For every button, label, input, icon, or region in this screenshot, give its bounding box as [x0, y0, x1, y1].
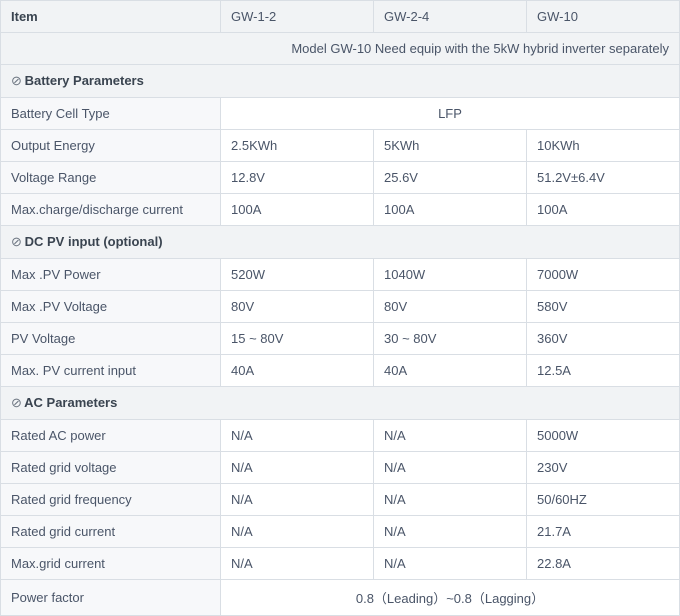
param-value: 10KWh — [527, 130, 680, 162]
table-row: Rated grid frequencyN/AN/A50/60HZ — [1, 484, 680, 516]
section-header: ⊘ Battery Parameters — [1, 65, 680, 98]
param-label: Rated grid voltage — [1, 452, 221, 484]
param-value: 100A — [221, 194, 374, 226]
param-value: 1040W — [374, 259, 527, 291]
note-row: Model GW-10 Need equip with the 5kW hybr… — [1, 33, 680, 65]
table-row: Voltage Range12.8V25.6V51.2V±6.4V — [1, 162, 680, 194]
header-item: Item — [1, 1, 221, 33]
table-row: Rated grid voltageN/AN/A230V — [1, 452, 680, 484]
param-value: 25.6V — [374, 162, 527, 194]
param-value: 7000W — [527, 259, 680, 291]
param-value: 5000W — [527, 420, 680, 452]
param-value: 30 ~ 80V — [374, 323, 527, 355]
param-value: 580V — [527, 291, 680, 323]
param-value: N/A — [221, 516, 374, 548]
section-title: ⊘ Battery Parameters — [1, 65, 680, 98]
param-label: Max .PV Voltage — [1, 291, 221, 323]
param-value: 360V — [527, 323, 680, 355]
table-row: Battery Cell TypeLFP — [1, 98, 680, 130]
header-model-1: GW-2-4 — [374, 1, 527, 33]
param-value-merged: 0.8（Leading）~0.8（Lagging） — [221, 580, 680, 616]
table-row: Max.charge/discharge current100A100A100A — [1, 194, 680, 226]
table-row: Max. PV current input40A40A12.5A — [1, 355, 680, 387]
param-value: 80V — [221, 291, 374, 323]
table-row: PV Voltage15 ~ 80V30 ~ 80V360V — [1, 323, 680, 355]
param-label: Rated AC power — [1, 420, 221, 452]
param-value: N/A — [374, 516, 527, 548]
header-model-0: GW-1-2 — [221, 1, 374, 33]
param-value: 21.7A — [527, 516, 680, 548]
param-value: 520W — [221, 259, 374, 291]
param-label: Rated grid frequency — [1, 484, 221, 516]
param-label: Rated grid current — [1, 516, 221, 548]
param-value: N/A — [221, 452, 374, 484]
table-row: Max .PV Voltage80V80V580V — [1, 291, 680, 323]
param-label: Max.charge/discharge current — [1, 194, 221, 226]
param-value: N/A — [221, 548, 374, 580]
table-row: Rated AC powerN/AN/A5000W — [1, 420, 680, 452]
param-value: 2.5KWh — [221, 130, 374, 162]
param-label: Max. PV current input — [1, 355, 221, 387]
param-value: 22.8A — [527, 548, 680, 580]
header-row: ItemGW-1-2GW-2-4GW-10 — [1, 1, 680, 33]
param-value: N/A — [374, 548, 527, 580]
param-value: 15 ~ 80V — [221, 323, 374, 355]
table-row: Rated grid currentN/AN/A21.7A — [1, 516, 680, 548]
param-value: 51.2V±6.4V — [527, 162, 680, 194]
param-label: Output Energy — [1, 130, 221, 162]
table-row: Power factor0.8（Leading）~0.8（Lagging） — [1, 580, 680, 616]
param-value: N/A — [374, 452, 527, 484]
bullet-icon: ⊘ — [11, 234, 21, 250]
param-value: 40A — [374, 355, 527, 387]
note-text: Model GW-10 Need equip with the 5kW hybr… — [1, 33, 680, 65]
bullet-icon: ⊘ — [11, 73, 21, 89]
param-value: N/A — [374, 420, 527, 452]
spec-table: ItemGW-1-2GW-2-4GW-10Model GW-10 Need eq… — [0, 0, 680, 616]
param-label: Voltage Range — [1, 162, 221, 194]
bullet-icon: ⊘ — [11, 395, 21, 411]
param-label: Power factor — [1, 580, 221, 616]
param-value: 5KWh — [374, 130, 527, 162]
param-value: N/A — [221, 420, 374, 452]
param-value: 50/60HZ — [527, 484, 680, 516]
section-header: ⊘ AC Parameters — [1, 387, 680, 420]
param-label: Max.grid current — [1, 548, 221, 580]
param-label: Max .PV Power — [1, 259, 221, 291]
section-title: ⊘ DC PV input (optional) — [1, 226, 680, 259]
table-row: Max.grid currentN/AN/A22.8A — [1, 548, 680, 580]
param-label: Battery Cell Type — [1, 98, 221, 130]
param-value: 230V — [527, 452, 680, 484]
param-value-merged: LFP — [221, 98, 680, 130]
table-row: Output Energy2.5KWh5KWh10KWh — [1, 130, 680, 162]
param-value: N/A — [221, 484, 374, 516]
param-value: 100A — [374, 194, 527, 226]
param-value: 12.5A — [527, 355, 680, 387]
param-value: 12.8V — [221, 162, 374, 194]
table-row: Max .PV Power520W1040W7000W — [1, 259, 680, 291]
param-value: 100A — [527, 194, 680, 226]
section-header: ⊘ DC PV input (optional) — [1, 226, 680, 259]
param-value: N/A — [374, 484, 527, 516]
section-title: ⊘ AC Parameters — [1, 387, 680, 420]
header-model-2: GW-10 — [527, 1, 680, 33]
param-value: 80V — [374, 291, 527, 323]
param-value: 40A — [221, 355, 374, 387]
param-label: PV Voltage — [1, 323, 221, 355]
